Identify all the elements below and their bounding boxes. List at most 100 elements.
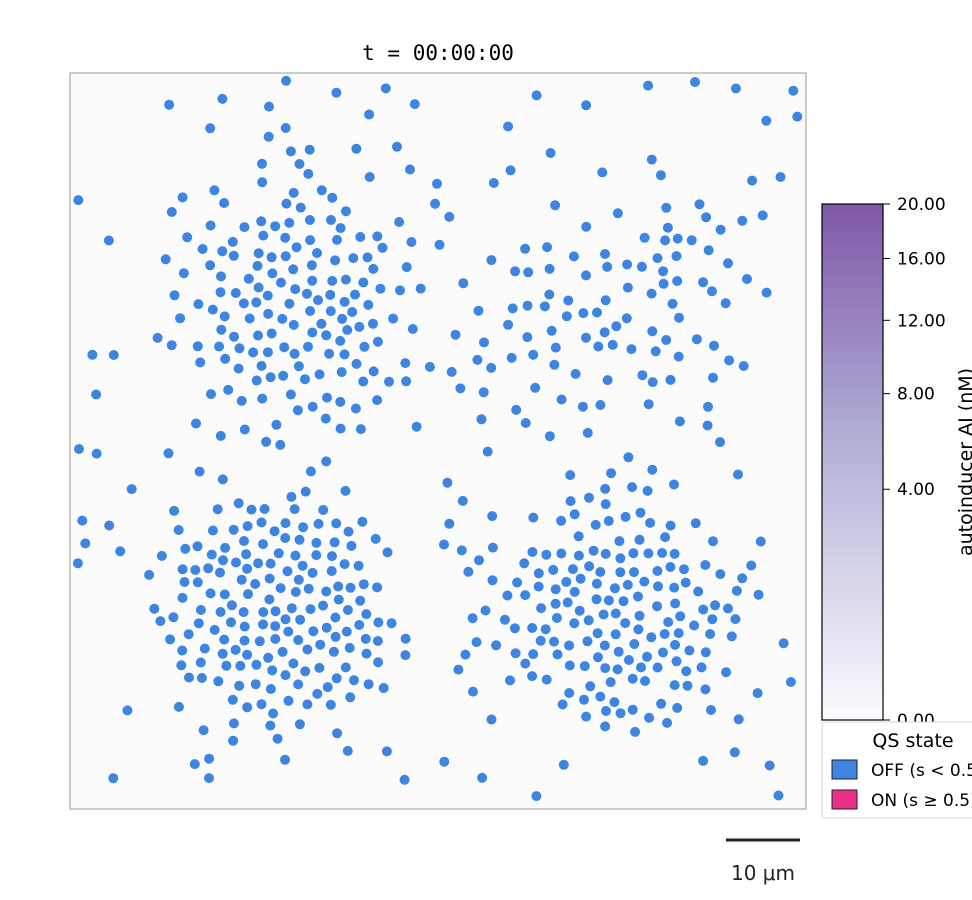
cell-point bbox=[570, 368, 581, 379]
cell-point bbox=[544, 263, 555, 274]
cell-point bbox=[227, 694, 238, 705]
cell-point bbox=[241, 549, 252, 560]
cell-point bbox=[226, 617, 236, 628]
cell-point bbox=[569, 586, 580, 597]
cell-point bbox=[321, 330, 332, 341]
cell-point bbox=[603, 595, 614, 606]
cell-point bbox=[103, 235, 114, 246]
cell-point bbox=[597, 167, 608, 178]
cell-point bbox=[720, 298, 731, 309]
cell-point bbox=[477, 772, 488, 783]
cell-point bbox=[661, 202, 672, 213]
cell-point bbox=[623, 452, 634, 463]
cell-point bbox=[302, 699, 313, 710]
cell-point bbox=[215, 567, 225, 578]
cell-point bbox=[285, 389, 296, 400]
cell-point bbox=[633, 591, 643, 602]
cell-point bbox=[595, 567, 606, 577]
cell-point bbox=[478, 387, 489, 398]
cell-point bbox=[231, 557, 241, 568]
cell-point bbox=[343, 526, 354, 537]
cell-point bbox=[221, 660, 232, 671]
cell-point bbox=[219, 589, 230, 600]
cell-point bbox=[510, 266, 521, 277]
cell-point bbox=[581, 270, 591, 281]
cell-point bbox=[533, 581, 544, 592]
cell-point bbox=[233, 498, 244, 509]
cell-point bbox=[307, 327, 318, 338]
cell-point bbox=[278, 370, 289, 381]
cell-point bbox=[108, 350, 119, 360]
cell-point bbox=[652, 253, 663, 264]
cell-point bbox=[609, 697, 620, 708]
cell-point bbox=[581, 221, 592, 232]
cell-point bbox=[674, 312, 684, 323]
cell-point bbox=[292, 405, 303, 416]
cell-point bbox=[544, 289, 555, 300]
cell-point bbox=[375, 283, 386, 294]
cell-point bbox=[311, 537, 322, 548]
cell-point bbox=[628, 548, 639, 559]
cell-point bbox=[663, 617, 674, 628]
cell-point bbox=[264, 101, 274, 112]
cell-point bbox=[788, 85, 799, 96]
cell-point bbox=[358, 579, 369, 590]
cell-point bbox=[662, 222, 673, 233]
cell-point bbox=[337, 313, 348, 324]
cell-point bbox=[355, 232, 366, 242]
cell-point bbox=[273, 548, 284, 559]
cell-point bbox=[321, 586, 332, 597]
cell-point bbox=[325, 289, 336, 300]
cell-point bbox=[531, 791, 542, 802]
cell-point bbox=[293, 574, 304, 585]
cell-point bbox=[235, 660, 246, 671]
cell-point bbox=[351, 143, 362, 154]
cell-point bbox=[263, 308, 274, 319]
cell-point bbox=[581, 711, 592, 722]
cell-point bbox=[549, 359, 560, 370]
cell-point bbox=[671, 656, 682, 667]
cell-point bbox=[215, 287, 226, 298]
cell-point bbox=[620, 511, 631, 522]
cell-point bbox=[321, 456, 332, 467]
cell-point bbox=[585, 681, 596, 692]
cell-point bbox=[400, 650, 411, 661]
cell-point bbox=[289, 348, 300, 359]
cell-point bbox=[164, 99, 175, 110]
cell-point bbox=[556, 515, 567, 526]
cell-point bbox=[339, 296, 350, 307]
cell-point bbox=[169, 290, 180, 301]
cell-point bbox=[354, 620, 365, 630]
cell-point bbox=[327, 192, 338, 203]
cell-point bbox=[193, 618, 204, 629]
cell-point bbox=[561, 311, 572, 322]
cell-point bbox=[217, 93, 228, 104]
cell-point bbox=[253, 248, 264, 259]
cell-point bbox=[326, 566, 337, 576]
cell-point bbox=[165, 634, 176, 645]
cell-point bbox=[219, 311, 230, 322]
cell-point bbox=[738, 361, 749, 371]
cell-point bbox=[511, 404, 522, 415]
cell-point bbox=[658, 278, 669, 289]
cell-point bbox=[267, 665, 278, 676]
cell-point bbox=[104, 520, 115, 531]
cell-point bbox=[342, 325, 353, 335]
cell-point bbox=[115, 546, 126, 557]
cell-point bbox=[256, 517, 267, 528]
cell-point bbox=[615, 553, 626, 564]
cell-point bbox=[166, 340, 177, 351]
cell-point bbox=[689, 620, 700, 631]
cell-point bbox=[665, 520, 676, 531]
cell-point bbox=[592, 307, 602, 318]
cell-point bbox=[681, 666, 692, 677]
cell-point bbox=[669, 479, 679, 490]
cell-point bbox=[236, 395, 247, 406]
cell-point bbox=[684, 645, 695, 656]
cell-point bbox=[322, 682, 333, 693]
cell-point bbox=[281, 75, 292, 86]
cell-point bbox=[354, 321, 365, 332]
cell-point bbox=[757, 210, 768, 221]
cell-point bbox=[351, 358, 362, 369]
cell-point bbox=[550, 598, 561, 609]
